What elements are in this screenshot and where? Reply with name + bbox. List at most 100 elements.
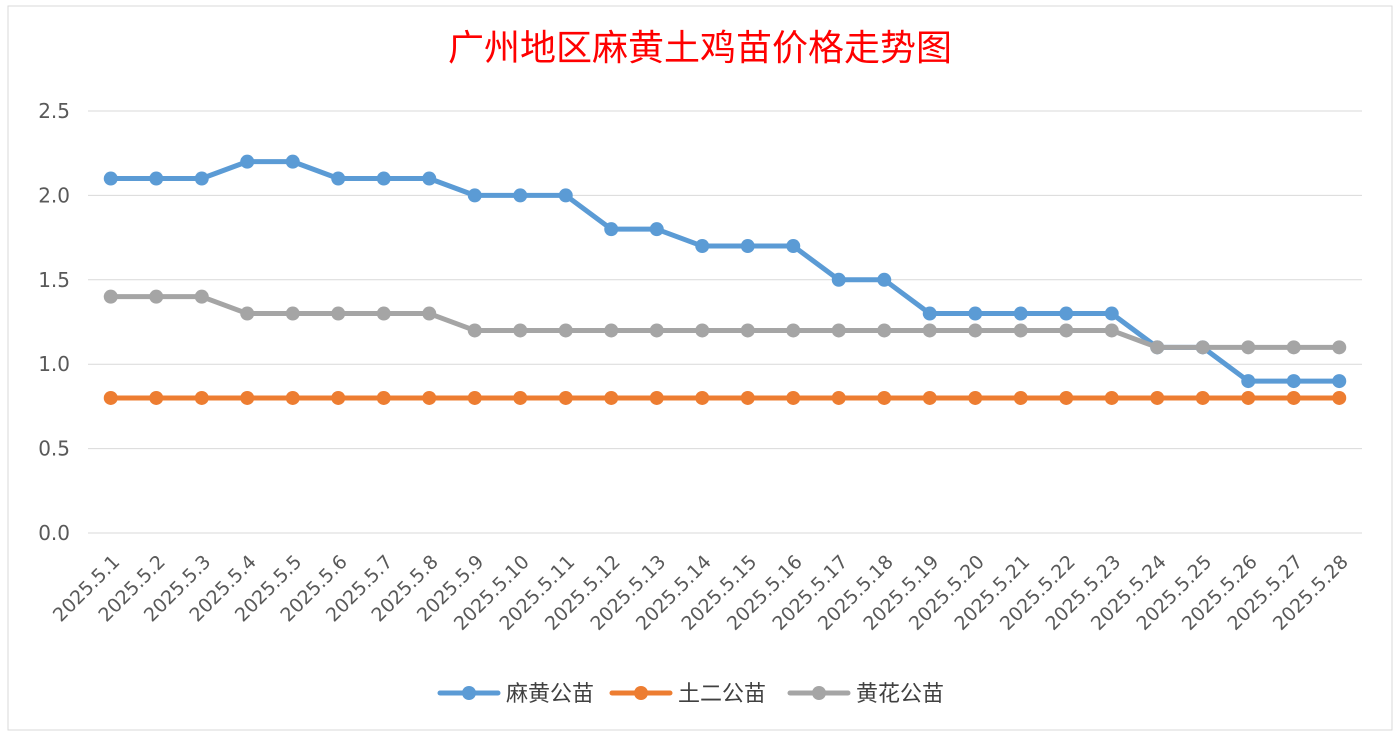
legend-label: 黄花公苗 — [856, 682, 944, 707]
data-point — [1104, 306, 1119, 321]
data-point — [1332, 390, 1347, 405]
data-point — [968, 390, 983, 405]
y-tick-label: 1.5 — [38, 268, 70, 292]
chart-area-border — [7, 5, 1393, 731]
data-point — [422, 171, 437, 186]
data-point — [740, 323, 755, 338]
data-point — [194, 289, 209, 304]
data-point — [103, 390, 118, 405]
data-point — [513, 323, 528, 338]
data-point — [240, 306, 255, 321]
data-point — [695, 239, 710, 254]
data-point — [649, 390, 664, 405]
data-point — [513, 188, 528, 203]
data-point — [1013, 306, 1028, 321]
legend: 麻黄公苗 土二公苗 黄花公苗 — [437, 682, 944, 707]
y-tick-label: 1.0 — [38, 352, 70, 376]
data-point — [649, 323, 664, 338]
y-tick-label: 0.5 — [38, 437, 70, 461]
data-point — [1332, 374, 1347, 389]
chart-title: 广州地区麻黄土鸡苗价格走势图 — [448, 28, 952, 69]
series-group — [103, 154, 1347, 405]
data-point — [1286, 374, 1301, 389]
data-point — [1059, 306, 1074, 321]
data-point — [604, 390, 619, 405]
legend-label: 麻黄公苗 — [506, 682, 594, 707]
data-point — [376, 390, 391, 405]
data-point — [467, 323, 482, 338]
data-point — [331, 306, 346, 321]
data-point — [194, 171, 209, 186]
data-point — [149, 171, 164, 186]
data-point — [968, 323, 983, 338]
y-axis: 0.0 0.5 1.0 1.5 2.0 2.5 — [38, 99, 70, 545]
data-point — [740, 239, 755, 254]
data-point — [285, 154, 300, 169]
y-tick-label: 2.0 — [38, 183, 70, 207]
data-point — [1241, 340, 1256, 355]
data-point — [558, 323, 573, 338]
data-point — [1286, 340, 1301, 355]
data-point — [695, 323, 710, 338]
data-point — [331, 171, 346, 186]
y-tick-label: 0.0 — [38, 521, 70, 545]
data-point — [968, 306, 983, 321]
data-point — [831, 323, 846, 338]
data-point — [877, 323, 892, 338]
data-point — [1013, 323, 1028, 338]
data-point — [1104, 390, 1119, 405]
legend-marker — [462, 686, 476, 700]
data-point — [1104, 323, 1119, 338]
data-point — [786, 390, 801, 405]
data-point — [103, 289, 118, 304]
data-point — [1150, 340, 1165, 355]
data-point — [786, 239, 801, 254]
gridlines — [88, 110, 1362, 534]
data-point — [467, 390, 482, 405]
data-point — [786, 323, 801, 338]
series-2 — [103, 390, 1347, 405]
data-point — [422, 306, 437, 321]
data-point — [513, 390, 528, 405]
data-point — [149, 390, 164, 405]
data-point — [285, 306, 300, 321]
data-point — [422, 390, 437, 405]
legend-marker — [812, 686, 826, 700]
data-point — [194, 390, 209, 405]
series-line — [108, 294, 1342, 350]
series-1 — [103, 154, 1347, 389]
data-point — [1286, 390, 1301, 405]
data-point — [922, 306, 937, 321]
data-point — [1195, 390, 1210, 405]
legend-marker — [634, 686, 648, 700]
data-point — [103, 171, 118, 186]
data-point — [558, 188, 573, 203]
data-point — [1332, 340, 1347, 355]
data-point — [604, 323, 619, 338]
data-point — [1241, 374, 1256, 389]
data-point — [649, 222, 664, 237]
legend-item: 麻黄公苗 — [437, 682, 594, 707]
data-point — [331, 390, 346, 405]
legend-label: 土二公苗 — [678, 682, 766, 707]
data-point — [740, 390, 755, 405]
data-point — [558, 390, 573, 405]
data-point — [1059, 323, 1074, 338]
legend-item: 黄花公苗 — [787, 682, 944, 707]
data-point — [376, 171, 391, 186]
data-point — [922, 323, 937, 338]
data-point — [695, 390, 710, 405]
data-point — [467, 188, 482, 203]
legend-item: 土二公苗 — [609, 682, 766, 707]
data-point — [1059, 390, 1074, 405]
data-point — [922, 390, 937, 405]
data-point — [604, 222, 619, 237]
data-point — [240, 154, 255, 169]
data-point — [877, 272, 892, 287]
data-point — [1150, 390, 1165, 405]
data-point — [1013, 390, 1028, 405]
data-point — [1195, 340, 1210, 355]
data-point — [831, 390, 846, 405]
